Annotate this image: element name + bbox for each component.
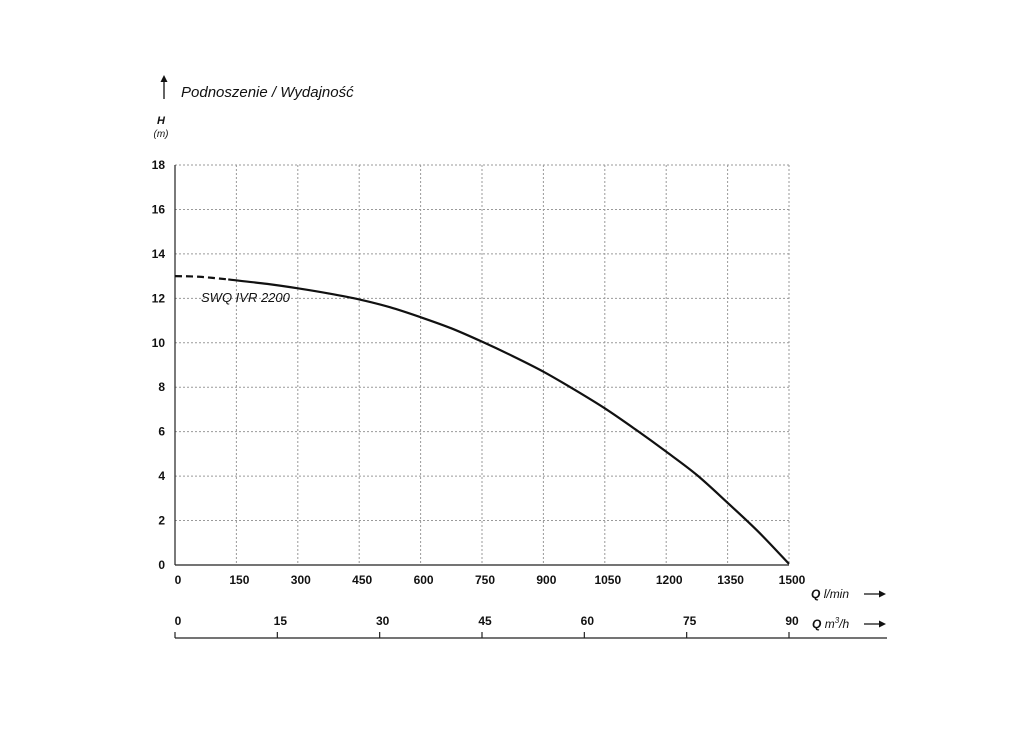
y-axis-label: H [157,115,166,127]
axes [174,165,887,639]
chart-title: Podnoszenie / Wydajność [181,84,354,101]
y-tick-label-4: 8 [158,380,165,394]
x2-tick-label-5: 75 [683,614,697,628]
x-tick-labels: 0 150 300 450 600 750 900 1050 1200 1350 1500 [175,573,806,587]
x-tick-label-0: 0 [175,573,182,587]
x2-tick-label-1: 15 [274,614,288,628]
series: SWQ IVR 2200 [174,275,790,565]
x2-tick-label-4: 60 [581,614,595,628]
x-tick-label-2: 300 [291,573,311,587]
x-tick-label-1: 150 [229,573,249,587]
x-tick-label-3: 450 [352,573,372,587]
x2-axis-label: Q m3/h [812,616,849,631]
right-arrow-icon [864,590,886,598]
x2-tick-label-6: 90 [785,614,799,628]
x2-tick-label-0: 0 [175,614,182,628]
y-tick-label-6: 12 [152,291,166,305]
x2-tick-label-2: 30 [376,614,390,628]
x-tick-label-6: 900 [536,573,556,587]
y-tick-label-1: 2 [158,514,165,528]
y-tick-label-2: 4 [158,469,165,483]
y-tick-label-5: 10 [152,336,166,350]
y-tick-labels: 0 2 4 6 8 10 12 14 16 18 [152,158,166,572]
y-tick-label-9: 18 [152,158,166,172]
y-tick-label-7: 14 [152,247,166,261]
y-tick-label-3: 6 [158,425,165,439]
y-tick-label-0: 0 [158,558,165,572]
y-axis-unit: (m) [154,129,169,140]
up-arrow-icon [160,75,168,99]
right-arrow-icon [864,620,886,628]
y-tick-label-8: 16 [152,202,166,216]
x-axis-label: Q l/min [811,587,849,601]
x2-tick-labels: 0 15 30 45 60 75 90 [175,614,799,628]
x-tick-label-5: 750 [475,573,495,587]
x-tick-label-9: 1350 [717,573,744,587]
series-0-label: SWQ IVR 2200 [201,290,291,305]
x-tick-label-10: 1500 [779,573,806,587]
x-tick-label-8: 1200 [656,573,683,587]
x2-tick-label-3: 45 [478,614,492,628]
series-0-line [228,278,790,565]
grid [175,164,790,565]
series-0-dashed-line [174,275,229,281]
x-tick-label-4: 600 [414,573,434,587]
x-tick-label-7: 1050 [594,573,621,587]
